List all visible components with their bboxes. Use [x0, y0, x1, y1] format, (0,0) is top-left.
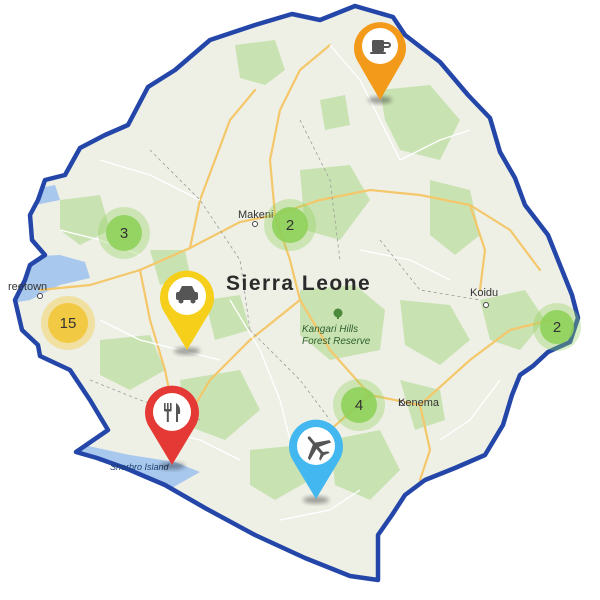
city-label-koidu[interactable]: Koidu [470, 287, 498, 299]
park-label-line1[interactable]: Kangari Hills [302, 324, 358, 335]
country-label: Sierra Leone [226, 272, 371, 295]
park-label-line2[interactable]: Forest Reserve [302, 336, 371, 347]
place-labels: Sierra Leone reetown Makeni Koidu Kenema… [8, 209, 498, 472]
cluster-count: 2 [553, 319, 561, 336]
cluster-core [106, 215, 142, 251]
cluster-core [341, 387, 377, 423]
forest-areas [60, 40, 545, 500]
cluster-northwest[interactable]: 3 [98, 207, 150, 259]
pin-shadow [174, 347, 200, 355]
tree-icon [333, 308, 343, 319]
makeni-dot [252, 221, 258, 227]
cluster-freetown[interactable]: 15 [41, 296, 95, 350]
marker-coffee[interactable] [354, 22, 406, 104]
airplane-icon [307, 436, 332, 461]
cluster-makeni[interactable]: 2 [264, 199, 316, 251]
freetown-dot [37, 293, 43, 299]
car-icon [176, 286, 198, 304]
cluster-count: 15 [60, 315, 77, 332]
fork-knife-icon [164, 403, 181, 422]
city-label-freetown[interactable]: reetown [8, 281, 47, 293]
marker-restaurant[interactable] [144, 385, 199, 470]
map-terrain [15, 40, 552, 521]
marker-airport[interactable] [289, 419, 343, 504]
pin-markers [144, 22, 406, 504]
cluster-core [540, 310, 574, 344]
city-label-kenema[interactable]: Kenema [398, 397, 440, 409]
pin-shadow [159, 462, 185, 470]
cluster-count: 4 [355, 397, 363, 414]
pin-shadow [303, 496, 329, 504]
koidu-dot [483, 302, 489, 308]
cluster-markers: 3 2 15 2 4 [41, 199, 581, 431]
cluster-kenema[interactable]: 4 [333, 379, 385, 431]
cluster-count: 2 [286, 217, 294, 234]
pin-face [153, 393, 191, 431]
kenema-dot [399, 400, 405, 406]
coffee-cup-icon [370, 40, 391, 54]
island-label-sherbro[interactable]: Sherbro Island [110, 462, 170, 472]
cluster-count: 3 [120, 225, 128, 242]
city-label-makeni[interactable]: Makeni [238, 209, 273, 221]
cluster-east[interactable]: 2 [533, 303, 581, 351]
marker-car[interactable] [160, 270, 214, 355]
cluster-core [272, 207, 308, 243]
cluster-core [48, 303, 88, 343]
